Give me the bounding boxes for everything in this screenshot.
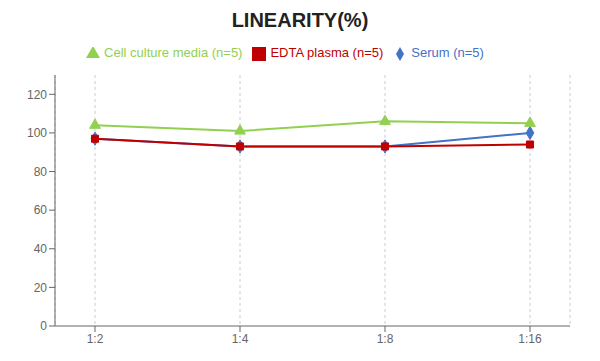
svg-text:1:8: 1:8	[377, 332, 394, 346]
html-text:LINEARITY(%): LINEARITY(%)	[231, 9, 369, 31]
svg-text:1:4: 1:4	[232, 332, 249, 346]
svg-text:40: 40	[34, 242, 48, 256]
svg-text:20: 20	[34, 281, 48, 295]
html-text:Serum (n=5): Serum (n=5)	[411, 45, 484, 60]
svg-text:1:2: 1:2	[87, 332, 104, 346]
html-text:Cell culture media (n=5): Cell culture media (n=5)	[104, 45, 243, 60]
html-text:EDTA plasma (n=5): EDTA plasma (n=5)	[270, 45, 384, 60]
svg-text:80: 80	[34, 165, 48, 179]
svg-text:0: 0	[40, 319, 47, 333]
svg-text:120: 120	[27, 88, 47, 102]
svg-text:1:16: 1:16	[518, 332, 542, 346]
svg-text:100: 100	[27, 126, 47, 140]
svg-text:60: 60	[34, 203, 48, 217]
